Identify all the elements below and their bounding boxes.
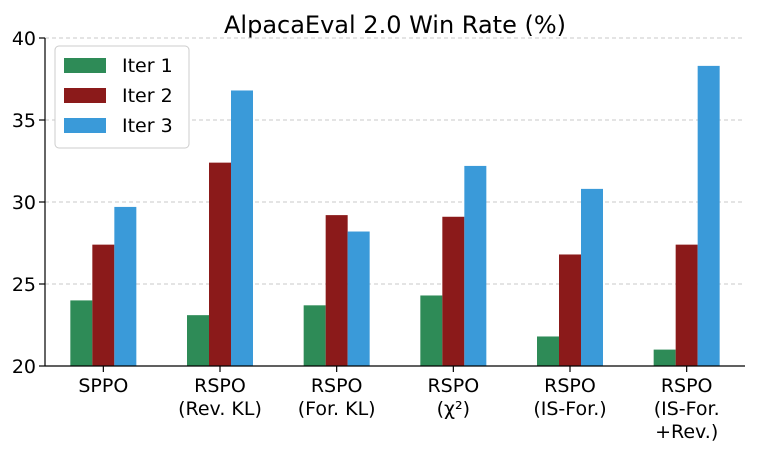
- bar: [209, 162, 231, 366]
- legend-label: Iter 2: [122, 85, 173, 107]
- x-tick-label: RSPO (For. KL): [298, 375, 376, 420]
- legend-swatch: [64, 58, 106, 73]
- x-tick-label-line: (IS-For.: [654, 398, 720, 420]
- bar: [347, 231, 370, 366]
- x-tick-label-line: (Rev. KL): [178, 398, 262, 420]
- x-tick-label-line: (IS-For.): [533, 398, 606, 420]
- bar: [559, 254, 581, 366]
- x-tick-label-line: SPPO: [78, 375, 128, 397]
- bar: [675, 244, 698, 366]
- legend-swatch: [64, 88, 106, 103]
- y-tick-label: 40: [12, 28, 36, 50]
- x-tick-label: RSPO (Rev. KL): [178, 375, 262, 420]
- bar: [464, 165, 487, 366]
- x-tick-label: RSPO (IS-For. +Rev.): [654, 375, 720, 443]
- bar: [325, 215, 348, 366]
- legend: Iter 1 Iter 2 Iter 3: [54, 45, 190, 149]
- bar: [231, 90, 253, 366]
- x-tick-label-line: RSPO: [661, 375, 713, 397]
- y-tick-label: 25: [12, 274, 36, 296]
- y-tick-label: 35: [12, 110, 36, 132]
- grid: [45, 37, 745, 285]
- bars: [70, 65, 720, 366]
- x-tick-label-line: RSPO: [311, 375, 363, 397]
- bar: [581, 188, 603, 366]
- chart-title: AlpacaEval 2.0 Win Rate (%): [224, 11, 566, 39]
- x-tick-label-line: +Rev.): [655, 421, 718, 443]
- legend-label: Iter 1: [122, 55, 173, 77]
- bar: [697, 65, 720, 366]
- x-tick-label-line: (χ²): [437, 398, 470, 420]
- legend-label: Iter 3: [122, 115, 173, 137]
- bar: [187, 315, 209, 366]
- y-tick-label: 20: [12, 356, 36, 378]
- bar: [92, 244, 115, 366]
- bar: [442, 216, 465, 366]
- x-tick-label-line: RSPO: [194, 375, 246, 397]
- bar: [70, 300, 93, 366]
- x-tick-label-line: RSPO: [427, 375, 479, 397]
- x-tick-label: SPPO: [78, 375, 128, 397]
- x-tick-label-line: (For. KL): [298, 398, 376, 420]
- bar: [537, 336, 559, 366]
- bar: [653, 349, 676, 366]
- y-tick-label: 30: [12, 192, 36, 214]
- x-tick-label: RSPO (IS-For.): [533, 375, 606, 420]
- legend-swatch: [64, 118, 106, 133]
- bar: [303, 305, 326, 366]
- bar: [420, 295, 443, 366]
- x-tick-label-line: RSPO: [544, 375, 596, 397]
- x-tick-label: RSPO (χ²): [427, 375, 479, 420]
- bar: [114, 206, 137, 366]
